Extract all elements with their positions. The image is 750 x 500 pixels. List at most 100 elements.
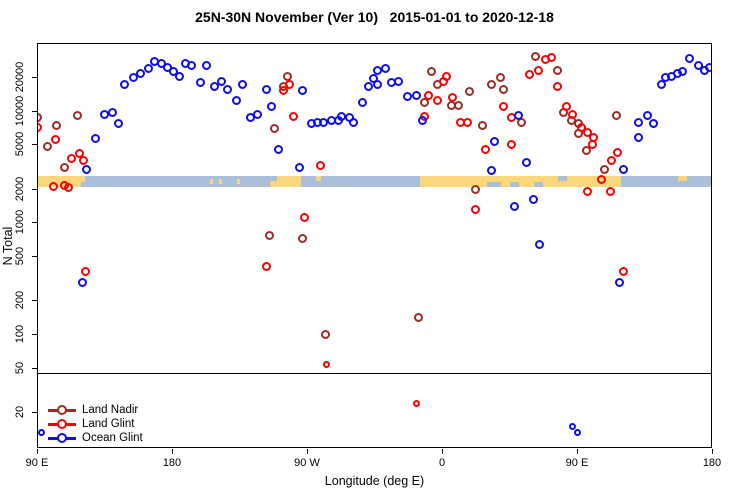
data-point-land_glint [605,186,615,196]
data-point-land_nadir [464,87,474,97]
data-point-ocean_glint [521,158,531,168]
x-tick-label: 180 [162,457,182,469]
data-point-land_nadir [487,79,496,89]
data-point-land_nadir [581,145,591,155]
y-tick [32,110,37,112]
data-point-land_glint [433,95,442,105]
data-point-land_glint [299,213,309,223]
x-tick [442,449,443,454]
data-point-ocean_glint [38,429,45,437]
legend-marker-circle-icon [57,419,67,429]
plot-area: Land Nadir Land Glint Ocean Glint [37,43,712,448]
data-point-ocean_glint [358,97,367,107]
data-point-land_nadir [530,51,540,61]
data-point-land_glint [79,155,88,165]
data-point-ocean_glint [295,162,304,172]
data-point-land_glint [262,262,271,272]
data-point-ocean_glint [412,90,421,100]
data-point-ocean_glint [82,164,91,174]
x-tick-label: 180 [702,457,722,469]
x-tick-label: 90 E [25,457,49,469]
legend-label: Land Nadir [82,404,139,416]
data-point-ocean_glint [656,80,666,90]
data-point-land_glint [64,183,73,192]
data-point-ocean_glint [245,113,255,123]
data-point-land_nadir [59,162,69,172]
x-tick [712,449,713,454]
data-point-ocean_glint [232,95,241,105]
data-point-land_nadir [265,230,274,240]
data-point-land_glint [587,139,597,149]
data-point-land_glint [583,127,592,137]
y-tick [32,367,37,369]
map-feature-ocean [81,182,85,187]
data-point-land_glint [448,92,457,102]
data-point-land_glint [439,76,448,86]
map-feature-land [209,179,213,184]
data-point-ocean_glint [119,80,129,90]
data-point-land_glint [463,117,472,127]
map-band-land [419,176,621,187]
x-tick [577,449,578,454]
map-band-ocean [85,176,270,187]
data-point-land_nadir [611,110,621,120]
data-point-ocean_glint [187,61,196,71]
legend-marker-circle-icon [57,405,67,415]
data-point-land_glint [583,186,592,196]
legend-marker-circle-icon [57,433,67,443]
data-point-ocean_glint [298,86,307,96]
data-point-ocean_glint [649,119,658,129]
data-point-land_glint [577,122,586,132]
x-tick-label: 0 [438,457,446,469]
y-tick [32,222,37,224]
legend-label: Ocean Glint [82,432,143,444]
data-point-land_glint [568,109,577,119]
data-point-land_glint [316,161,325,171]
data-point-ocean_glint [403,91,412,101]
data-point-ocean_glint [634,132,643,142]
data-point-ocean_glint [196,77,205,87]
map-feature-ocean [487,182,501,187]
data-point-ocean_glint [380,64,390,74]
map-feature-land [316,176,321,181]
data-point-land_glint [596,175,606,185]
data-point-ocean_glint [573,429,581,437]
data-point-land_nadir [73,110,82,120]
x-tick-label: 90 E [565,457,589,469]
data-point-ocean_glint [487,166,496,176]
data-point-land_glint [619,267,628,277]
data-point-land_glint [506,139,516,149]
data-point-land_glint [613,148,622,158]
data-point-land_nadir [427,67,436,77]
legend-item-land_nadir: Land Nadir [48,403,188,417]
data-point-land_nadir [478,120,487,130]
data-point-land_glint [553,81,562,91]
map-band-ocean [620,176,711,187]
data-point-ocean_glint [253,109,262,119]
data-point-ocean_glint [619,164,628,174]
data-point-land_glint [470,205,480,215]
data-point-land_glint [499,101,508,111]
y-tick [32,188,37,190]
data-point-ocean_glint [107,107,117,117]
data-point-land_nadir [499,84,508,94]
data-point-land_glint [50,135,60,145]
data-point-land_glint [49,181,58,191]
data-point-land_glint [547,53,556,63]
data-point-land_glint [533,65,543,75]
legend-label: Land Glint [82,418,135,430]
data-point-land_glint [289,112,298,122]
data-point-land_glint [413,399,420,407]
data-point-land_nadir [419,97,429,107]
data-point-land_glint [67,154,76,164]
data-point-ocean_glint [209,81,219,91]
x-tick [37,449,38,454]
data-point-land_nadir [496,73,505,83]
data-point-ocean_glint [202,60,211,70]
data-point-ocean_glint [274,144,283,154]
data-point-ocean_glint [128,73,138,83]
map-feature-ocean [557,176,567,181]
data-point-land_glint [278,86,288,96]
data-point-land_nadir [470,185,480,195]
data-point-land_nadir [454,100,463,110]
